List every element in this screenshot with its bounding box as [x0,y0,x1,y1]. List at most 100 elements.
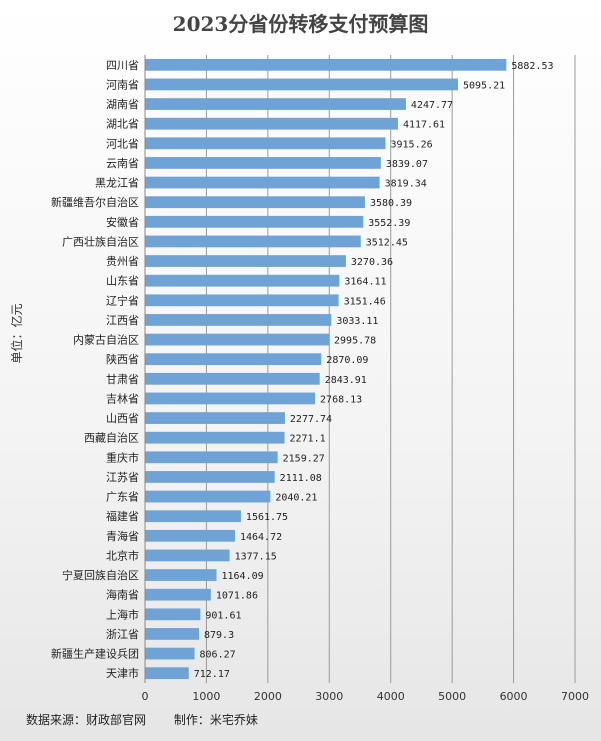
category-label: 山西省 [106,412,139,425]
bars [145,58,507,680]
category-label: 甘肃省 [106,373,139,386]
bar [145,294,339,307]
category-label: 云南省 [106,157,139,170]
bar [145,392,316,405]
bar [145,314,332,326]
bar [145,412,285,424]
category-label: 福建省 [106,509,139,523]
x-tick-label: 7000 [561,690,589,703]
bar [145,157,381,169]
category-label: 海南省 [106,588,139,602]
value-label: 1464.72 [240,532,282,543]
bar [145,667,189,680]
footer-source: 数据来源：财政部官网 [26,713,147,727]
x-tick-label: 3000 [315,690,343,703]
x-tick-label: 0 [142,690,149,703]
value-labels: 5882.53 5095.21 4247.77 4117.61 3915.26 3839.… [194,61,554,680]
value-label: 2843.91 [325,375,367,386]
bar [145,98,406,110]
category-label: 宁夏回族自治区 [62,568,139,582]
bar [145,117,398,130]
value-label: 4247.77 [411,100,453,111]
bar [145,215,364,228]
value-label: 879.3 [204,630,234,641]
category-label: 湖北省 [106,118,139,131]
x-tick-label: 1000 [192,690,220,703]
value-label: 3819.34 [385,179,427,190]
category-label: 新疆生产建设兵团 [51,647,139,661]
category-label: 辽宁省 [106,293,139,307]
value-label: 2040.21 [275,493,317,504]
category-label: 上海市 [106,607,139,621]
bar [145,372,320,385]
bar [145,529,235,542]
category-label: 重庆市 [106,450,139,464]
value-label: 2995.78 [334,336,376,347]
bar [145,196,365,209]
value-label: 806.27 [200,650,236,661]
bar [145,431,285,444]
value-label: 3033.11 [336,316,378,327]
bar [145,490,271,503]
category-label: 山东省 [106,275,139,288]
category-labels: 四川省河南省湖南省湖北省河北省云南省黑龙江省新疆维吾尔自治区安徽省广西壮族自治区… [51,59,139,680]
bar [145,569,217,581]
bar [145,588,211,601]
value-label: 2870.09 [326,355,368,366]
category-label: 河北省 [106,137,139,150]
value-label: 3164.11 [344,277,386,288]
x-tick-label: 2000 [254,690,282,703]
category-label: 西藏自治区 [84,431,139,445]
bar [145,628,200,640]
value-label: 2271.1 [290,434,326,445]
bar [145,333,330,346]
category-label: 北京市 [106,548,139,562]
category-label: 江苏省 [106,471,139,484]
x-tick-label: 4000 [377,690,405,703]
value-label: 1377.15 [235,551,277,562]
category-label: 黑龙江省 [95,177,139,190]
value-label: 1071.86 [216,591,258,602]
value-label: 3552.39 [368,218,410,229]
bar [145,137,386,150]
value-label: 5095.21 [463,80,505,91]
category-label: 安徽省 [106,215,139,229]
bar [145,471,275,483]
category-label: 贵州省 [106,255,139,268]
category-label: 内蒙古自治区 [73,333,139,347]
value-label: 712.17 [194,669,230,680]
value-label: 3580.39 [370,198,412,209]
value-label: 2277.74 [290,414,332,425]
footer: 数据来源：财政部官网 制作：米宅乔妹 [26,711,282,728]
value-label: 3270.36 [351,257,393,268]
category-label: 四川省 [106,59,139,72]
bar [145,647,195,660]
category-label: 陕西省 [106,352,139,366]
value-label: 1561.75 [246,512,288,523]
value-label: 1164.09 [222,571,264,582]
x-tick-label: 6000 [500,690,528,703]
category-label: 新疆维吾尔自治区 [51,195,139,209]
value-label: 3839.07 [386,159,428,170]
category-label: 湖南省 [106,98,139,111]
bar [145,58,507,71]
value-label: 2768.13 [320,394,362,405]
bar [145,549,230,562]
bar [145,255,346,267]
bar [145,235,361,248]
category-label: 河南省 [106,78,139,91]
category-label: 浙江省 [106,628,139,641]
x-tick-label: 5000 [438,690,466,703]
bar [145,451,278,464]
value-label: 2159.27 [283,453,325,464]
bar [145,274,340,287]
bar [145,78,458,91]
value-label: 4117.61 [403,120,445,131]
x-tick-labels: 0 1000 2000 3000 4000 5000 6000 7000 [142,690,590,703]
category-label: 江西省 [106,314,139,327]
bar [145,176,380,189]
value-label: 2111.08 [280,473,322,484]
bar [145,608,201,621]
category-label: 青海省 [106,529,139,543]
